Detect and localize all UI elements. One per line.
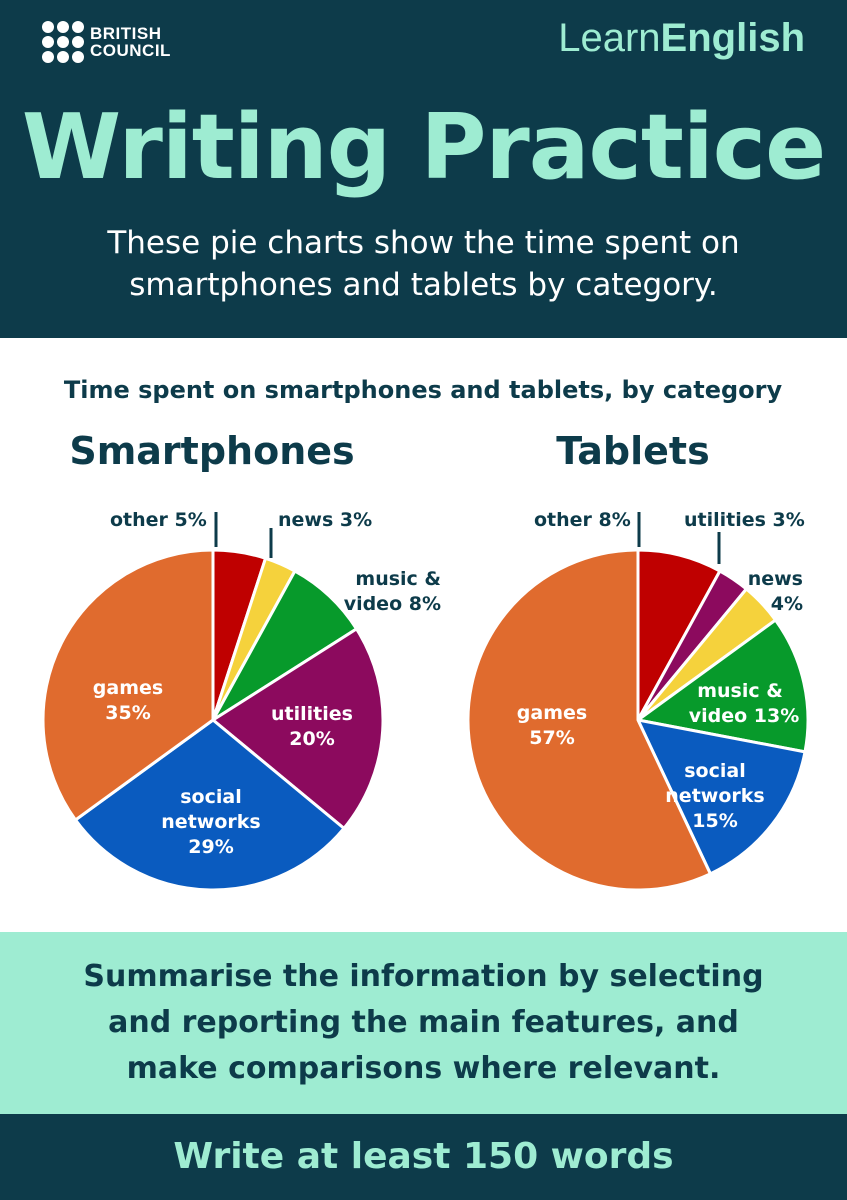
subtitle-line-2: smartphones and tablets by category.	[129, 267, 718, 303]
tablets-label-social-3: 15%	[692, 810, 737, 832]
smartphones-slice-games	[41, 548, 215, 822]
pie-charts-figure: Time spent on smartphones and tablets, b…	[41, 376, 810, 892]
page-title: Writing Practice	[21, 95, 826, 200]
tablets-slice-games	[466, 548, 712, 892]
subtitle-line-1: These pie charts show the time spent on	[107, 225, 740, 261]
footer-banner	[0, 1114, 847, 1200]
smartphones-label-games-1: games	[93, 677, 163, 699]
tablets-slice-social-networks	[636, 718, 807, 876]
smartphones-label-social-1: social	[180, 786, 241, 808]
smartphones-label-games-2: 35%	[105, 702, 150, 724]
tablets-label-news-1: news	[748, 568, 803, 590]
british-council-logo: BRITISH COUNCIL	[42, 21, 171, 63]
learnenglish-brand: LearnEnglish	[558, 16, 805, 61]
smartphones-label-utilities-2: 20%	[289, 728, 334, 750]
tablets-label-music-1: music &	[697, 680, 783, 702]
smartphones-label-music-2: video 8%	[344, 593, 441, 615]
tablets-title: Tablets	[556, 429, 709, 473]
tablets-label-social-1: social	[684, 760, 745, 782]
tablets-label-social-2: networks	[665, 785, 764, 807]
header-banner: BRITISH COUNCIL LearnEnglish Writing Pra…	[0, 0, 847, 338]
instruction-line-3: make comparisons where relevant.	[126, 1051, 721, 1086]
page-subtitle: These pie charts show the time spent on …	[60, 222, 787, 306]
brand-learn: Learn	[558, 16, 661, 60]
smartphones-label-other: other 5%	[110, 509, 207, 531]
smartphones-slice-utilities	[211, 627, 385, 830]
tablets-label-utilities: utilities 3%	[684, 509, 805, 531]
instruction-band	[0, 932, 847, 1114]
tablets-label-other: other 8%	[534, 509, 631, 531]
logo-text-line-2: COUNCIL	[90, 41, 171, 60]
instruction-line-2: and reporting the main features, and	[108, 1005, 739, 1040]
smartphones-label-news: news 3%	[278, 509, 372, 531]
tablets-label-games-2: 57%	[529, 727, 574, 749]
smartphones-pie	[41, 548, 385, 892]
logo-dots-icon	[42, 21, 84, 63]
tablets-slice-music-video	[636, 618, 810, 754]
word-count-instruction: Write at least 150 words	[173, 1136, 674, 1177]
smartphones-label-social-2: networks	[161, 811, 260, 833]
smartphones-label-music-1: music &	[355, 568, 441, 590]
brand-english: English	[660, 16, 805, 60]
chart-title: Time spent on smartphones and tablets, b…	[64, 376, 783, 404]
smartphones-label-utilities-1: utilities	[271, 703, 353, 725]
tablets-pie	[466, 548, 810, 892]
instruction-text: Summarise the information by selecting a…	[30, 954, 817, 1092]
tablets-label-news-2: 4%	[771, 593, 803, 615]
instruction-line-1: Summarise the information by selecting	[83, 959, 764, 994]
smartphones-slice-social-networks	[73, 718, 346, 892]
logo-text-line-1: BRITISH	[90, 24, 162, 43]
smartphones-title: Smartphones	[69, 429, 354, 473]
tablets-label-games-1: games	[517, 702, 587, 724]
smartphones-label-social-3: 29%	[188, 836, 233, 858]
tablets-label-music-2: video 13%	[689, 705, 800, 727]
